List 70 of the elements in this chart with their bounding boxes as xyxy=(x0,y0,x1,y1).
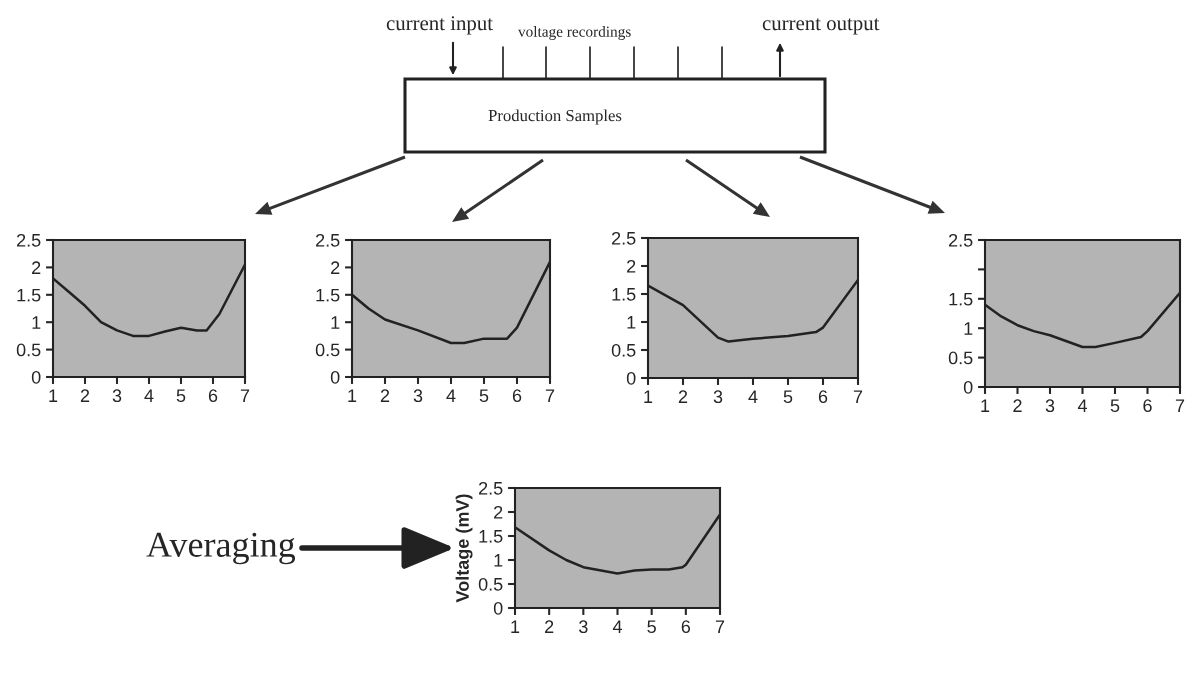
x-tick-label: 5 xyxy=(783,390,793,404)
y-tick-label: 0.5 xyxy=(315,343,340,357)
text: current input xyxy=(386,16,493,35)
y-tick-label: 0.5 xyxy=(948,351,973,365)
x-tick-label: 5 xyxy=(176,389,186,403)
x-tick-label: 7 xyxy=(1175,399,1185,412)
y-tick-label: 0.5 xyxy=(611,343,636,357)
x-tick-label: 7 xyxy=(240,389,250,402)
y-tick-label: 2.5 xyxy=(479,481,503,495)
x-tick-label: 4 xyxy=(144,389,154,402)
y-tick-label: 2 xyxy=(32,261,41,274)
text: voltage recordings xyxy=(518,26,631,40)
y-tick-label: 2 xyxy=(494,505,503,519)
x-tick-label: 2 xyxy=(678,390,688,403)
x-tick-label: 4 xyxy=(446,389,456,402)
y-tick-label: 0.5 xyxy=(16,343,41,357)
y-tick-label: 0.5 xyxy=(478,577,503,591)
x-tick-label: 6 xyxy=(818,390,828,404)
x-tick-label: 1 xyxy=(348,389,357,402)
y-tick-label: 0 xyxy=(493,601,503,615)
x-tick-label: 2 xyxy=(80,389,90,402)
x-tick-label: 1 xyxy=(644,390,653,403)
x-tick-label: 1 xyxy=(511,620,520,633)
x-tick-label: 3 xyxy=(579,620,588,634)
y-tick-label: 2.5 xyxy=(612,231,636,245)
y-tick-label: 2.5 xyxy=(316,233,340,247)
y-tick-label: 1 xyxy=(32,316,41,329)
x-tick-label: 7 xyxy=(853,390,863,403)
x-tick-label: 5 xyxy=(647,620,656,634)
x-tick-label: 6 xyxy=(1143,399,1152,413)
x-tick-label: 1 xyxy=(981,399,990,412)
text: Averaging xyxy=(146,532,296,565)
y-tick-label: 1.5 xyxy=(612,288,636,301)
text: Production Samples xyxy=(488,109,622,125)
x-tick-label: 4 xyxy=(748,390,758,403)
y-tick-label: 2 xyxy=(627,259,636,273)
y-tick-label: 2 xyxy=(331,261,340,274)
y-tick-label: 2.5 xyxy=(949,233,973,247)
x-tick-label: 1 xyxy=(49,389,58,402)
y-tick-label: 0 xyxy=(330,370,340,384)
y-axis-title: Voltage (mV) xyxy=(455,494,473,603)
x-tick-label: 6 xyxy=(512,389,522,403)
y-tick-label: 1.5 xyxy=(316,288,340,302)
y-tick-label: 2.5 xyxy=(17,233,41,247)
x-tick-label: 7 xyxy=(545,389,555,402)
x-tick-label: 3 xyxy=(1045,399,1055,413)
y-tick-label: 1 xyxy=(964,322,973,335)
x-tick-label: 4 xyxy=(1077,399,1087,412)
x-tick-label: 2 xyxy=(380,389,390,402)
y-tick-label: 1 xyxy=(627,316,636,329)
x-tick-label: 4 xyxy=(612,620,622,633)
y-tick-label: 1.5 xyxy=(17,288,41,302)
x-tick-label: 6 xyxy=(681,620,691,634)
y-tick-label: 1 xyxy=(331,316,340,329)
x-tick-label: 3 xyxy=(713,390,723,404)
y-tick-label: 0 xyxy=(626,371,636,385)
x-tick-label: 5 xyxy=(479,389,489,403)
x-tick-label: 6 xyxy=(208,389,218,403)
y-tick-label: 0 xyxy=(963,380,973,394)
x-tick-label: 3 xyxy=(112,389,122,403)
x-tick-label: 2 xyxy=(1013,399,1022,412)
text: current output xyxy=(762,18,880,35)
y-tick-label: 0 xyxy=(31,370,41,384)
x-tick-label: 2 xyxy=(545,620,554,633)
y-tick-label: 1.5 xyxy=(949,292,973,306)
y-tick-label: 1.5 xyxy=(479,530,503,543)
y-tick-label: 1 xyxy=(494,554,503,567)
x-tick-label: 7 xyxy=(715,620,725,633)
x-tick-label: 5 xyxy=(1110,399,1120,413)
x-tick-label: 3 xyxy=(413,389,423,403)
